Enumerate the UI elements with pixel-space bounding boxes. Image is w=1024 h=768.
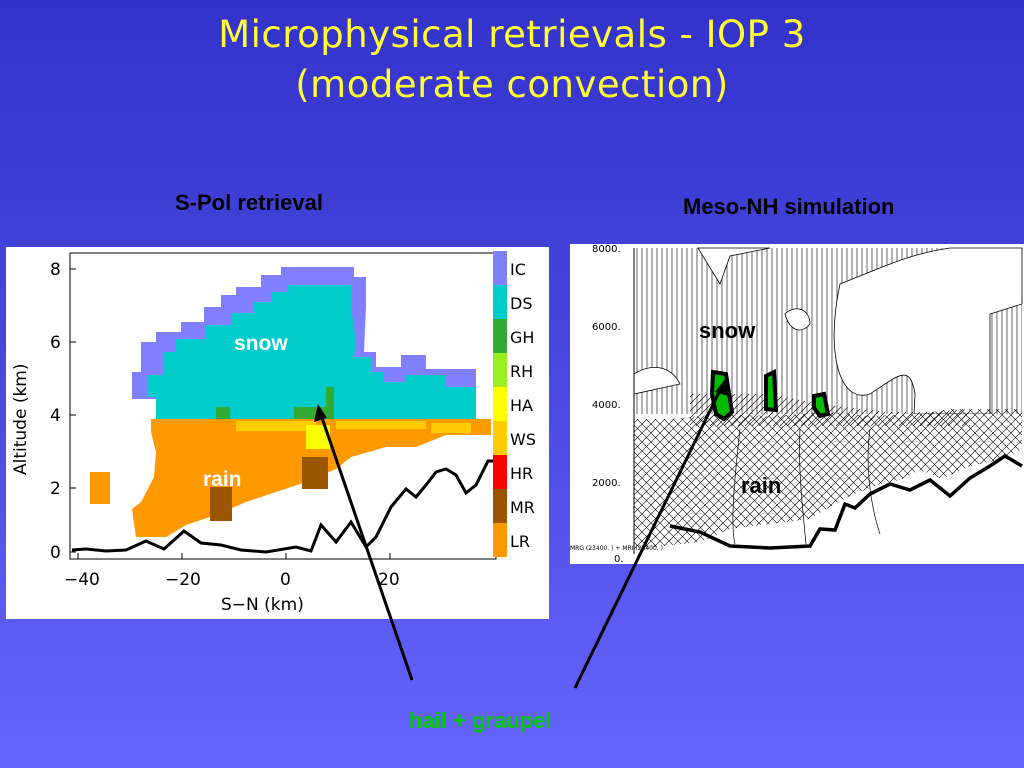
- spol-retrieval-panel: 0 2 4 6 8 −40 −20 0 20 S−N (km) Altitude…: [6, 247, 549, 619]
- left-snow-label: snow: [234, 332, 288, 355]
- legend-swatch-ic: [493, 251, 507, 285]
- y-axis-label: Altitude (km): [11, 363, 31, 475]
- topography-line: [669, 453, 1023, 550]
- slide-title: Microphysical retrievals - IOP 3 (modera…: [0, 10, 1024, 110]
- y-tick-label: 8000.: [592, 244, 621, 255]
- rain-hatch-region: [634, 409, 1022, 549]
- y-tick-label: 4: [50, 406, 61, 426]
- x-tick-label: 20: [378, 570, 400, 590]
- clear-region: [833, 247, 1023, 415]
- y-tick-label: 6000.: [592, 322, 621, 333]
- ws-band: [431, 423, 471, 433]
- mr-patch: [210, 487, 232, 521]
- legend-label-ds: DS: [510, 294, 532, 313]
- graupel-blob: [812, 391, 831, 419]
- legend-swatch-lr: [493, 523, 507, 557]
- legend-swatch-ha: [493, 387, 507, 421]
- y-tick-label: 0.: [614, 554, 624, 564]
- ds-region: [148, 285, 476, 419]
- legend-swatch-ds: [493, 285, 507, 319]
- legend-label-mr: MR: [510, 498, 535, 517]
- clear-region: [784, 308, 811, 331]
- y-tick-label: 4000.: [592, 400, 621, 411]
- ws-band: [236, 421, 316, 431]
- y-tick-label: 8: [50, 260, 61, 280]
- spol-retrieval-plot: 0 2 4 6 8 −40 −20 0 20 S−N (km) Altitude…: [11, 251, 536, 615]
- legend-swatch-gh: [493, 319, 507, 353]
- legend-label-ic: IC: [510, 260, 526, 279]
- clear-region: [697, 247, 771, 285]
- title-line-2: (moderate convection): [295, 63, 729, 106]
- legend-label-lr: LR: [510, 532, 530, 551]
- y-tick-label: 2: [50, 479, 61, 499]
- gh-patch: [294, 407, 326, 421]
- graupel-blob: [764, 368, 779, 413]
- hail-graupel-annotation: hail + graupel: [409, 708, 552, 733]
- legend-label-gh: GH: [510, 328, 534, 347]
- gh-patch: [216, 407, 230, 421]
- legend-label-rh: RH: [510, 362, 533, 381]
- hydrometeor-legend: IC DS GH RH HA WS HR MR LR: [493, 251, 536, 557]
- mesonh-simulation-plot: 8000. 6000. 4000. 2000. 0. MRG (23400. )…: [570, 244, 1023, 565]
- y-tick-label: 2000.: [592, 478, 621, 489]
- mr-patch: [302, 457, 328, 489]
- legend-swatch-hr: [493, 455, 507, 489]
- right-rain-label: rain: [741, 473, 782, 498]
- contour-lines: [732, 428, 881, 545]
- x-tick-label: −20: [165, 570, 201, 590]
- hail-hatch-region: [690, 394, 970, 426]
- mesonh-simulation-panel: 8000. 6000. 4000. 2000. 0. MRG (23400. )…: [570, 244, 1024, 565]
- left-panel-heading: S-Pol retrieval: [175, 190, 323, 215]
- ha-patch: [306, 425, 330, 449]
- legend-swatch-ws: [493, 421, 507, 455]
- y-tick-label: 6: [50, 333, 61, 353]
- x-tick-label: 0: [280, 570, 291, 590]
- legend-label-ws: WS: [510, 430, 536, 449]
- lr-isolated: [90, 472, 110, 504]
- footer-text: MRG (23400. ) + MRI (23400. ): [570, 545, 663, 552]
- right-panel-heading: Meso-NH simulation: [683, 194, 895, 219]
- y-tick-label: 0: [50, 543, 61, 563]
- legend-swatch-mr: [493, 489, 507, 523]
- title-line-1: Microphysical retrievals - IOP 3: [218, 13, 806, 56]
- left-rain-label: rain: [203, 468, 242, 491]
- x-tick-label: −40: [64, 570, 100, 590]
- x-axis-label: S−N (km): [221, 595, 304, 615]
- legend-label-ha: HA: [510, 396, 533, 415]
- ws-band: [336, 421, 426, 429]
- gh-patch: [326, 387, 334, 421]
- right-snow-label: snow: [699, 318, 756, 343]
- legend-label-hr: HR: [510, 464, 533, 483]
- legend-swatch-rh: [493, 353, 507, 387]
